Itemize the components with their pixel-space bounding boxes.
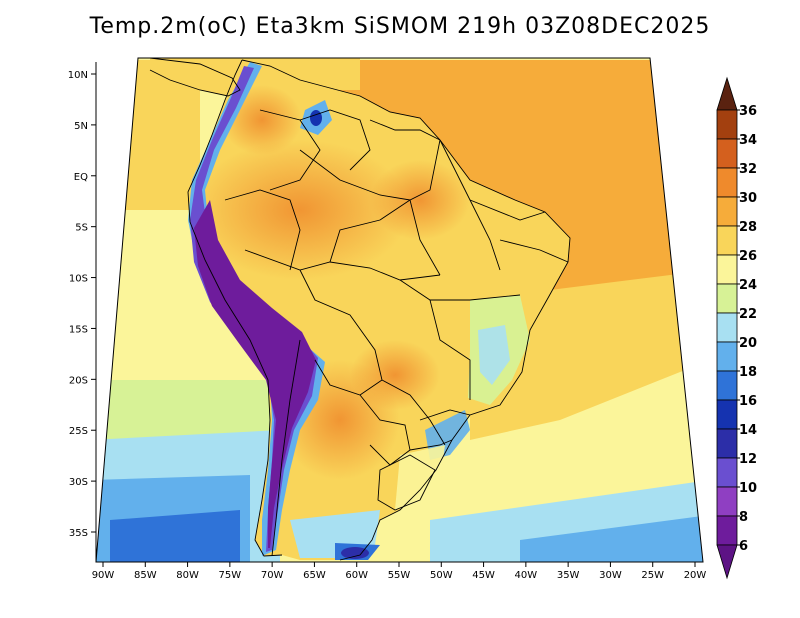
minas-cooler bbox=[478, 325, 510, 385]
colorbar-top-arrow bbox=[716, 76, 738, 111]
colorbar-label: 12 bbox=[739, 452, 757, 467]
lat-tick-label: 25S bbox=[69, 426, 88, 437]
brazil-west-border bbox=[299, 139, 441, 201]
lon-tick-label: 30W bbox=[599, 570, 622, 581]
lon-tick-label: 55W bbox=[388, 570, 411, 581]
brazil-state-a bbox=[439, 139, 501, 271]
brazil-state-d bbox=[469, 199, 546, 221]
northeast-hot-zone bbox=[370, 160, 470, 240]
lat-tick-label: 30S bbox=[69, 477, 88, 488]
lat-tick-label: EQ bbox=[74, 172, 88, 183]
colorbar-swatch bbox=[716, 428, 738, 459]
andes-core bbox=[194, 200, 316, 548]
colorbar-label: 26 bbox=[739, 249, 757, 264]
colombia-border bbox=[259, 109, 321, 191]
amazon-hot-zone bbox=[190, 140, 410, 280]
colorbar-label: 34 bbox=[739, 133, 757, 148]
south-brazil-mild bbox=[395, 445, 445, 510]
map-title: Temp.2m(oC) Eta3km SiSMOM 219h 03Z08DEC2… bbox=[89, 14, 711, 39]
lat-tick-label: 5S bbox=[75, 223, 88, 234]
brazil-state-h bbox=[419, 409, 471, 421]
colorbar-swatch bbox=[716, 254, 738, 285]
brazil-southwest-border bbox=[381, 379, 446, 446]
colorbar-label: 6 bbox=[739, 539, 748, 554]
colorbar-label: 28 bbox=[739, 220, 757, 235]
bahia-blanca-cold bbox=[341, 547, 369, 559]
colorbar-label: 8 bbox=[739, 510, 748, 525]
lon-tick-label: 65W bbox=[303, 570, 326, 581]
pantanal-hot-zone bbox=[350, 340, 440, 410]
colorbar-swatch bbox=[716, 312, 738, 343]
colorbar-bottom-arrow bbox=[716, 544, 738, 580]
lon-tick-label: 60W bbox=[345, 570, 368, 581]
lon-tick-label: 40W bbox=[515, 570, 538, 581]
central-america-coast bbox=[149, 58, 241, 97]
ocean-southeast-colder bbox=[520, 515, 703, 562]
brazil-state-b bbox=[399, 279, 521, 301]
longitude-axis: 90W 85W 80W 75W 70W 65W 60W 55W 50W 45W 40W 35W 30W 2… bbox=[92, 562, 707, 581]
colorbar-label: 30 bbox=[739, 191, 757, 206]
colorbar: 36 34 32 30 28 26 24 22 20 18 16 14 12 10 8 6 bbox=[716, 76, 757, 580]
colorbar-label: 16 bbox=[739, 394, 757, 409]
brazil-state-c bbox=[429, 299, 471, 400]
colorbar-label: 36 bbox=[739, 104, 757, 119]
colorbar-swatch bbox=[716, 486, 738, 517]
lon-tick-label: 35W bbox=[557, 570, 580, 581]
lon-tick-label: 90W bbox=[92, 570, 115, 581]
lon-tick-label: 70W bbox=[261, 570, 284, 581]
colorbar-swatch bbox=[716, 167, 738, 198]
colorbar-swatch bbox=[716, 283, 738, 314]
lat-tick-label: 20S bbox=[69, 375, 88, 386]
brazil-state-g bbox=[329, 199, 411, 263]
uruguay-border bbox=[377, 454, 436, 511]
lon-tick-label: 50W bbox=[430, 570, 453, 581]
brazil-state-e bbox=[499, 239, 569, 263]
colorbar-swatch bbox=[716, 225, 738, 256]
lon-tick-label: 20W bbox=[684, 570, 707, 581]
venezuela-border bbox=[299, 109, 371, 171]
ocean-southwest-cold bbox=[110, 510, 240, 562]
lat-tick-label: 10N bbox=[68, 70, 88, 81]
lon-tick-label: 80W bbox=[176, 570, 199, 581]
brazil-state-f bbox=[409, 199, 441, 276]
lat-tick-label: 5N bbox=[74, 121, 88, 132]
colorbar-swatch bbox=[716, 109, 738, 140]
temperature-field bbox=[96, 58, 703, 562]
lat-tick-label: 10S bbox=[69, 274, 88, 285]
bolivia-border bbox=[299, 269, 383, 396]
lat-tick-label: 15S bbox=[69, 324, 88, 335]
lon-tick-label: 25W bbox=[641, 570, 664, 581]
central-america-land bbox=[150, 58, 240, 96]
lon-tick-label: 85W bbox=[134, 570, 157, 581]
west-coastline bbox=[187, 59, 283, 557]
lon-tick-label: 75W bbox=[219, 570, 242, 581]
colorbar-label: 32 bbox=[739, 162, 757, 177]
lat-tick-label: 35S bbox=[69, 528, 88, 539]
guianas-border bbox=[369, 119, 441, 141]
colorbar-swatch bbox=[716, 341, 738, 372]
colorbar-label: 22 bbox=[739, 307, 757, 322]
latitude-axis: 10N 5N EQ 5S 10S 15S 20S 25S 30S 35S bbox=[68, 70, 96, 539]
colorbar-label: 18 bbox=[739, 365, 757, 380]
lon-tick-label: 45W bbox=[472, 570, 495, 581]
paraguay-border bbox=[359, 394, 411, 466]
colorbar-swatch bbox=[716, 138, 738, 169]
colorbar-label: 20 bbox=[739, 336, 757, 351]
peru-border bbox=[224, 189, 301, 271]
colorbar-label: 10 bbox=[739, 481, 757, 496]
colorbar-swatch bbox=[716, 196, 738, 227]
political-boundaries bbox=[149, 58, 571, 561]
colorbar-swatch bbox=[716, 370, 738, 401]
colorbar-swatch bbox=[716, 457, 738, 488]
colorbar-label: 14 bbox=[739, 423, 757, 438]
colorbar-swatch bbox=[716, 515, 738, 546]
argentina-chile-border bbox=[271, 339, 301, 557]
tepui-cold bbox=[310, 110, 322, 126]
colorbar-label: 24 bbox=[739, 278, 757, 293]
colorbar-swatch bbox=[716, 399, 738, 430]
brazil-state-i bbox=[409, 439, 453, 451]
